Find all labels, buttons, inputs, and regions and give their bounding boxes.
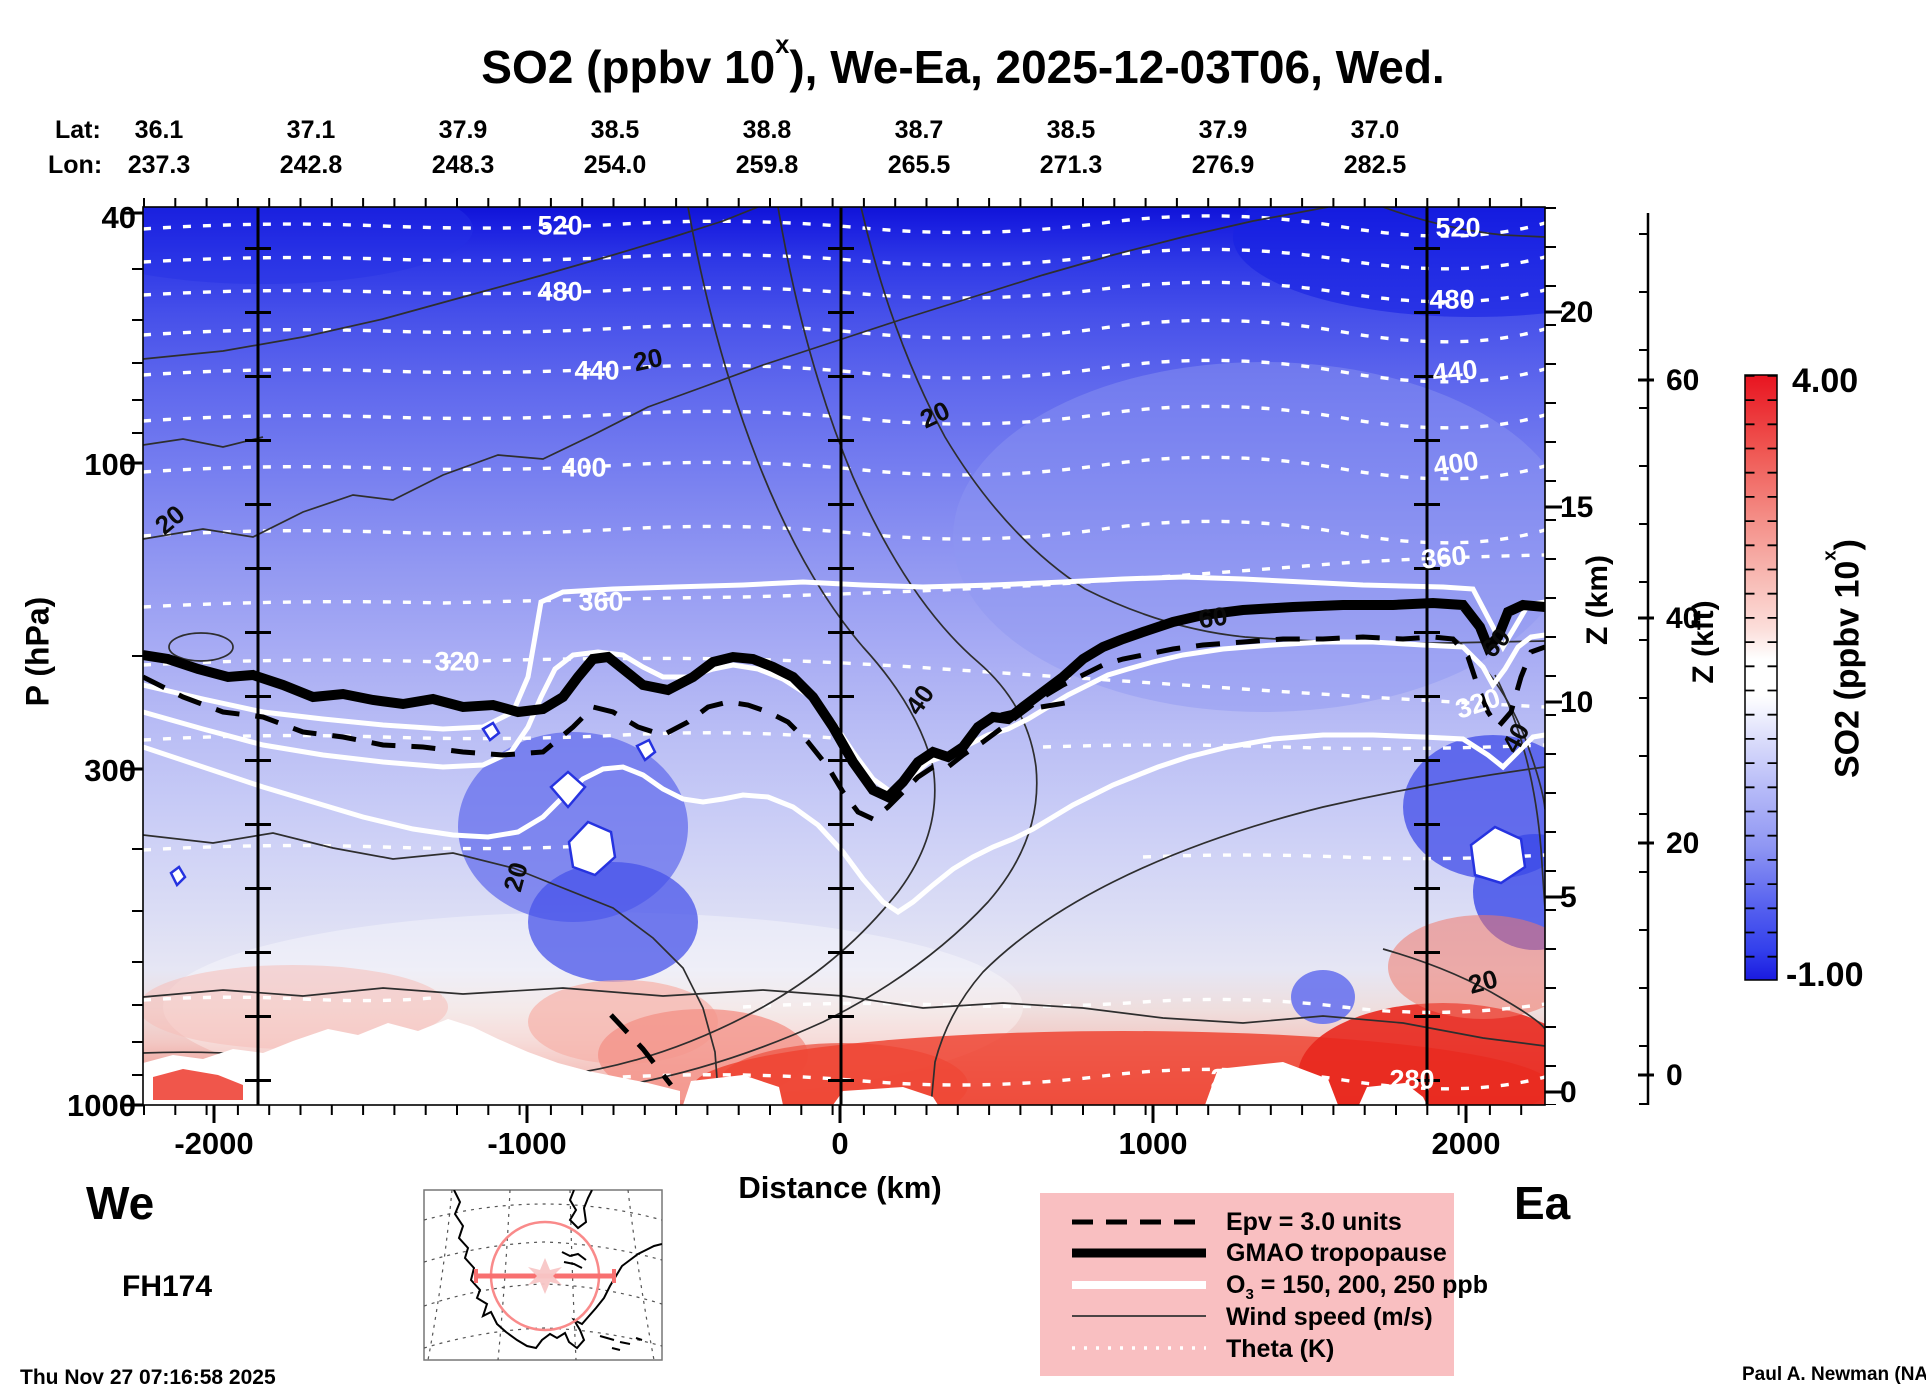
theta-label-280: 280 <box>1210 1063 1256 1094</box>
lat-value: 38.7 <box>894 116 944 144</box>
x-tick: -2000 <box>174 1126 254 1161</box>
legend-item-ozone: O3 = 150, 200, 250 ppb <box>1226 1271 1488 1303</box>
zkft-tick: 20 <box>1666 827 1700 860</box>
epv-contour <box>143 634 1545 1087</box>
legend-item-epv: Epv = 3.0 units <box>1226 1208 1402 1236</box>
theta-label-480: 480 <box>537 276 583 307</box>
east-endpoint-label: Ea <box>1514 1177 1571 1229</box>
terrain-mask <box>143 1019 1427 1105</box>
legend-box <box>1040 1193 1454 1376</box>
map-center-star <box>528 1258 562 1294</box>
lat-value: 37.9 <box>438 116 488 144</box>
theta-label-440: 440 <box>574 355 620 386</box>
lat-row-label: Lat: <box>55 116 101 144</box>
vertical-marker-lines <box>245 207 1440 1105</box>
colorbar-min: -1.00 <box>1786 956 1864 994</box>
legend-item-wind: Wind speed (m/s) <box>1226 1303 1433 1331</box>
lon-value: 237.3 <box>127 151 191 179</box>
theta-label-280: 280 <box>1389 1064 1435 1095</box>
theta-label-400: 400 <box>561 452 607 483</box>
zkm-tick: 10 <box>1560 686 1594 719</box>
so2-filled-contour-field <box>143 207 1545 1105</box>
wind-label-60: 60 <box>1196 600 1230 635</box>
lon-value: 265.5 <box>887 151 951 179</box>
x-axis-label: Distance (km) <box>738 1170 942 1205</box>
lat-value: 36.1 <box>134 116 184 144</box>
contour-holes <box>169 721 1527 888</box>
p-tick: 100 <box>84 447 136 482</box>
lon-value: 271.3 <box>1039 151 1103 179</box>
zkm-tick: 0 <box>1560 1076 1577 1109</box>
lat-value: 37.0 <box>1350 116 1400 144</box>
lat-value: 38.5 <box>590 116 640 144</box>
lon-value: 248.3 <box>431 151 495 179</box>
colorbar <box>1744 374 1778 981</box>
zkft-axis-label: Z (kft) <box>1687 600 1720 684</box>
lat-value: 38.5 <box>1046 116 1096 144</box>
tropopause-line <box>143 597 1545 804</box>
x-tick: 0 <box>831 1126 849 1161</box>
theta-label-480: 480 <box>1429 284 1475 315</box>
wind-label-20: 20 <box>630 341 666 378</box>
x-tick: -1000 <box>487 1126 567 1161</box>
p-tick: 1000 <box>67 1088 136 1123</box>
timestamp: Thu Nov 27 07:16:58 2025 <box>20 1366 276 1389</box>
colorbar-label: SO2 (ppbv 10x) <box>1818 539 1867 779</box>
p-axis-label: P (hPa) <box>19 596 56 707</box>
lon-value: 254.0 <box>583 151 647 179</box>
legend-item-tropopause: GMAO tropopause <box>1226 1239 1447 1267</box>
zkft-tick: 60 <box>1666 364 1700 397</box>
colorbar-max: 4.00 <box>1792 362 1859 400</box>
p-tick: 300 <box>84 753 136 788</box>
zkm-axis-label: Z (km) <box>1581 555 1614 645</box>
theta-label-440: 440 <box>1430 354 1479 389</box>
axis-ticks <box>124 198 1654 1123</box>
lat-value: 37.1 <box>286 116 336 144</box>
zkm-tick: 20 <box>1560 296 1594 329</box>
p-tick: 40 <box>101 200 136 235</box>
zkm-tick: 5 <box>1560 881 1577 914</box>
lon-row-label: Lon: <box>48 151 103 179</box>
lon-value: 242.8 <box>279 151 343 179</box>
zkft-tick: 0 <box>1666 1059 1683 1092</box>
zkm-tick: 15 <box>1560 491 1594 524</box>
x-tick: 2000 <box>1431 1126 1501 1161</box>
lon-value: 259.8 <box>735 151 799 179</box>
theta-label-520: 520 <box>1435 212 1481 243</box>
theta-label-400: 400 <box>1431 445 1481 482</box>
west-endpoint-label: We <box>86 1177 155 1229</box>
map-inset <box>423 1189 663 1361</box>
zkft-tick: 40 <box>1666 602 1700 635</box>
lon-value: 282.5 <box>1343 151 1407 179</box>
page-title: SO2 (ppbv 10x), We-Ea, 2025-12-03T06, We… <box>481 30 1445 93</box>
forecast-hour-label: FH174 <box>122 1270 213 1303</box>
lon-value: 276.9 <box>1191 151 1255 179</box>
lat-value: 37.9 <box>1198 116 1248 144</box>
lat-value: 38.8 <box>742 116 792 144</box>
legend-item-theta: Theta (K) <box>1226 1335 1335 1363</box>
x-tick: 1000 <box>1118 1126 1188 1161</box>
theta-label-360: 360 <box>1419 540 1468 575</box>
theta-label-520: 520 <box>537 210 583 241</box>
theta-label-360: 360 <box>578 586 624 617</box>
credit: Paul A. Newman (NASA <box>1742 1364 1926 1385</box>
theta-label-320: 320 <box>434 646 480 677</box>
